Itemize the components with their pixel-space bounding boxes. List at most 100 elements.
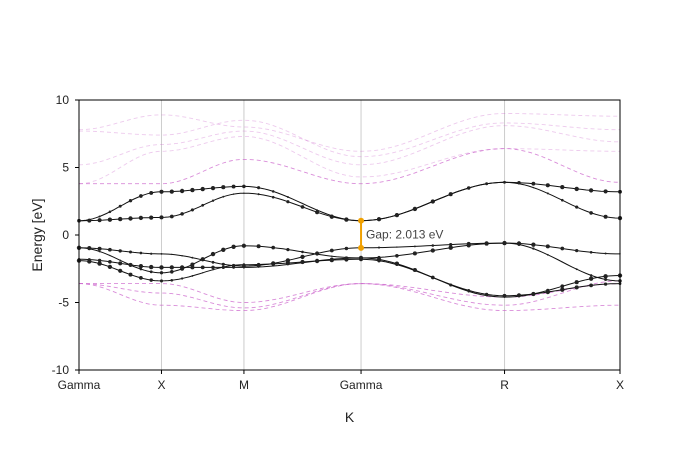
band-marker	[128, 250, 133, 254]
band-marker	[589, 211, 593, 215]
band-marker	[285, 260, 290, 266]
band-marker	[502, 241, 507, 245]
band-marker	[561, 261, 563, 263]
band-marker	[503, 180, 506, 184]
band-marker	[232, 266, 236, 269]
band-marker	[211, 199, 215, 202]
band-marker	[575, 268, 578, 271]
dashed-band-3	[79, 119, 620, 158]
band-marker	[210, 185, 216, 191]
band-marker	[485, 182, 488, 185]
band-marker	[603, 274, 608, 279]
band-marker	[432, 276, 434, 279]
band-marker	[286, 200, 290, 204]
gap-label: Gap: 2.013 eV	[366, 227, 443, 241]
band-marker	[301, 250, 304, 254]
band-marker	[190, 265, 195, 270]
band-marker	[200, 257, 205, 262]
band-marker	[107, 217, 113, 222]
band-marker	[159, 279, 164, 283]
band-marker	[271, 190, 275, 193]
band-marker	[484, 241, 489, 246]
band-marker	[88, 247, 91, 250]
band-marker	[232, 193, 235, 195]
band-marker	[560, 246, 565, 251]
x-tick-label: X	[616, 378, 624, 392]
band-marker	[449, 283, 452, 286]
band-marker	[286, 196, 289, 198]
band-marker	[97, 218, 102, 223]
band-line-3	[78, 242, 621, 282]
dashed-band-1	[78, 135, 620, 185]
band-marker	[181, 254, 183, 257]
band-gap-annotation: Gap: 2.013 eV	[358, 217, 443, 251]
band-marker	[108, 210, 112, 214]
band-marker	[413, 269, 416, 272]
band-marker	[430, 248, 435, 253]
band-marker	[344, 257, 349, 262]
band-marker	[242, 184, 246, 189]
band-marker	[314, 258, 320, 264]
band-marker	[149, 215, 154, 220]
band-marker	[211, 260, 215, 264]
band-marker	[150, 252, 153, 255]
band-line-0	[78, 181, 621, 222]
band-marker	[139, 267, 143, 271]
band-marker	[532, 186, 535, 189]
band-marker	[395, 213, 399, 218]
band-marker	[574, 285, 579, 290]
band-marker	[200, 186, 205, 192]
band-marker	[467, 289, 471, 292]
band-marker	[466, 243, 471, 248]
x-tick-label: X	[157, 378, 165, 392]
band-marker	[128, 262, 133, 267]
band-marker	[286, 248, 290, 252]
band-marker	[395, 263, 399, 266]
band-marker	[221, 262, 225, 266]
band-marker	[231, 244, 236, 249]
vbm-marker	[358, 244, 365, 251]
band-marker	[159, 189, 164, 194]
band-marker	[138, 264, 144, 269]
band-marker	[532, 247, 535, 250]
band-marker	[221, 247, 226, 252]
band-line-2	[78, 242, 620, 267]
cbm-marker	[358, 217, 365, 224]
band-marker	[413, 207, 417, 211]
band-marker	[359, 257, 363, 262]
band-marker	[377, 259, 381, 263]
band-marker	[200, 265, 205, 270]
band-marker	[118, 261, 123, 266]
band-marker	[257, 266, 260, 268]
band-marker	[138, 215, 144, 221]
band-marker	[603, 214, 608, 219]
x-tick-label: R	[500, 378, 509, 392]
band-marker	[574, 280, 579, 285]
band-marker	[97, 246, 102, 251]
band-marker	[331, 255, 333, 257]
band-marker	[256, 262, 261, 267]
band-marker	[257, 186, 261, 190]
band-marker	[231, 184, 236, 189]
x-axis-title: K	[345, 409, 355, 425]
band-marker	[222, 195, 225, 198]
dashed-band-2	[78, 125, 620, 166]
band-marker	[449, 193, 452, 196]
band-marker	[241, 243, 247, 248]
band-marker	[202, 272, 204, 274]
band-marker	[516, 293, 522, 298]
band-marker	[119, 259, 122, 262]
band-marker	[171, 253, 173, 256]
band-marker	[190, 187, 195, 193]
x-tick-label: Gamma	[340, 378, 383, 392]
band-line-4	[79, 257, 621, 298]
band-marker	[300, 259, 305, 265]
band-marker	[531, 242, 536, 247]
band-marker	[169, 265, 174, 270]
band-marker	[316, 253, 319, 256]
band-marker	[431, 200, 435, 203]
band-marker	[588, 188, 594, 193]
band-marker	[329, 248, 334, 253]
band-marker	[589, 283, 593, 288]
y-axis: -10 -5 0 5 10	[52, 93, 79, 377]
